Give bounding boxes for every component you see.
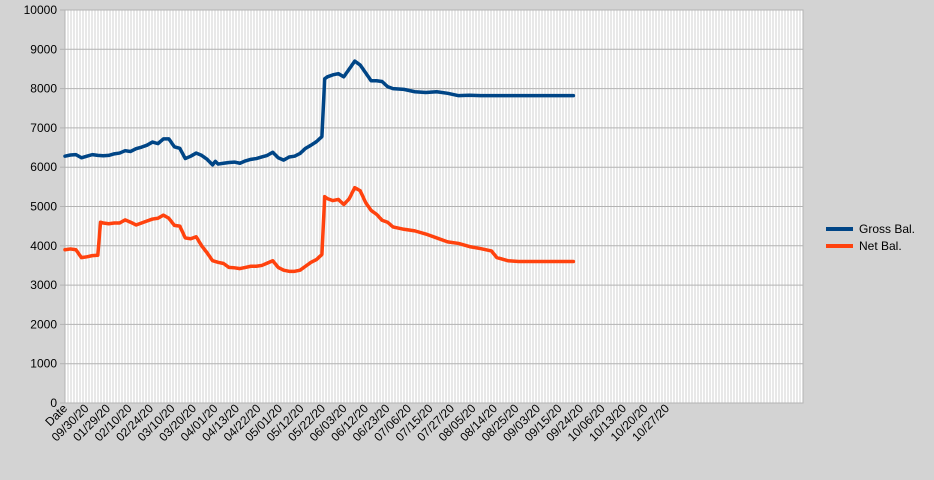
y-tick-label: 3000 [30, 278, 57, 292]
legend-swatch-gross [826, 226, 853, 231]
y-tick-label: 8000 [30, 82, 57, 96]
legend-label-gross: Gross Bal. [859, 221, 916, 236]
legend-item-gross: Gross Bal. [826, 220, 930, 237]
y-tick-label: 2000 [30, 317, 57, 331]
series-line-gross [63, 59, 576, 167]
series-lines [63, 59, 576, 274]
legend-item-net: Net Bal. [826, 237, 930, 254]
y-tick-label: 0 [50, 396, 57, 410]
y-tick-label: 5000 [30, 200, 57, 214]
legend: Gross Bal. Net Bal. [826, 220, 930, 254]
y-tick-label: 4000 [30, 239, 57, 253]
x-axis: Date09/30/2001/29/2002/10/2002/24/2003/1… [42, 401, 672, 444]
legend-swatch-net [826, 243, 853, 248]
y-tick-label: 6000 [30, 160, 57, 174]
grid-lines [65, 9, 803, 404]
y-tick-label: 9000 [30, 42, 57, 56]
series-line-net [63, 185, 576, 274]
y-tick-label: 1000 [30, 357, 57, 371]
y-axis: 0 1000 2000 3000 4000 5000 6000 7000 8000 9000 100… [24, 3, 65, 410]
y-tick-label: 7000 [30, 121, 57, 135]
y-tick-label: 10000 [24, 3, 58, 17]
legend-label-net: Net Bal. [859, 238, 902, 253]
